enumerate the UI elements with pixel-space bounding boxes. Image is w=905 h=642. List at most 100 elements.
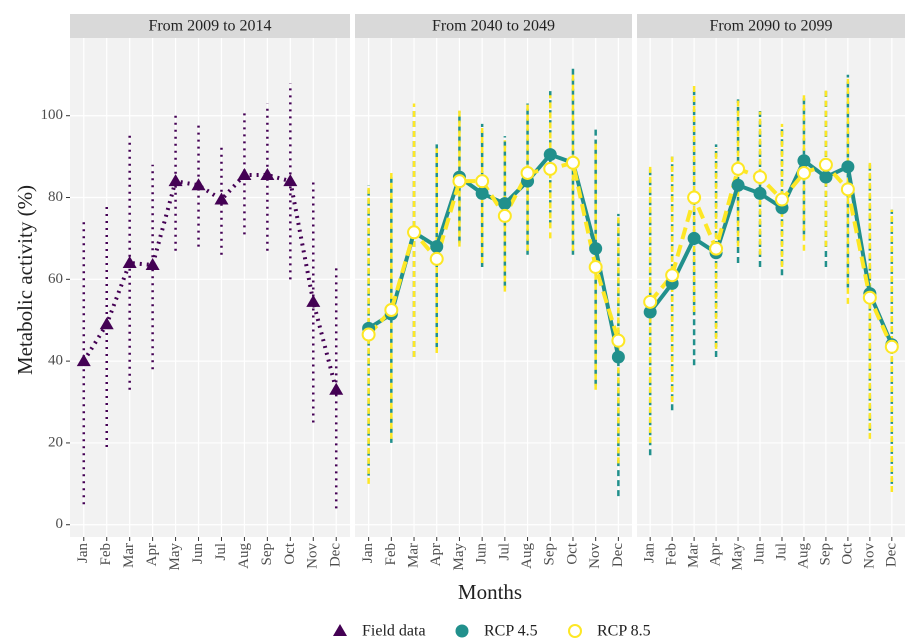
point	[687, 190, 702, 205]
x-tick-label: Jul	[213, 543, 229, 561]
point	[543, 148, 557, 162]
series-line	[648, 162, 894, 348]
point	[475, 174, 490, 189]
point	[260, 168, 275, 181]
point	[774, 192, 789, 207]
point	[753, 170, 768, 185]
point	[283, 174, 298, 187]
y-tick-label: 40	[48, 353, 63, 369]
point	[589, 242, 603, 256]
x-tick-label: Nov	[587, 543, 603, 569]
point	[99, 317, 114, 330]
legend-marker	[455, 624, 469, 638]
point	[145, 258, 160, 271]
point	[214, 192, 229, 205]
x-tick-label: Jul	[773, 543, 789, 561]
x-tick-label: Dec	[883, 543, 899, 567]
panel-background	[637, 38, 905, 537]
x-tick-label: Dec	[328, 543, 344, 567]
point	[76, 354, 91, 367]
strip-title: From 2009 to 2014	[148, 18, 271, 35]
point	[498, 197, 512, 211]
point	[796, 165, 811, 180]
legend-text: RCP 8.5	[597, 623, 651, 640]
strip-title: From 2040 to 2049	[432, 18, 555, 35]
point	[122, 255, 137, 268]
x-tick-label: Mar	[121, 543, 137, 568]
x-tick-label: Oct	[564, 542, 580, 564]
point	[452, 174, 467, 189]
point	[709, 241, 724, 256]
point	[329, 382, 344, 395]
x-tick-label: Aug	[795, 543, 811, 569]
point	[306, 294, 321, 307]
x-tick-label: Jun	[751, 543, 767, 564]
point	[384, 302, 399, 317]
x-tick-label: Apr	[708, 543, 724, 566]
x-tick-label: Jan	[75, 543, 91, 563]
strip-background	[355, 14, 632, 38]
legend-marker	[568, 624, 582, 638]
legend-text: Field data	[362, 623, 426, 640]
point	[818, 157, 833, 172]
point	[237, 168, 252, 181]
point	[731, 161, 746, 176]
panel-background	[355, 38, 632, 537]
x-tick-label: Feb	[98, 543, 114, 566]
point	[497, 208, 512, 223]
x-axis-title: Months	[458, 580, 522, 604]
point	[429, 251, 444, 266]
point	[643, 294, 658, 309]
x-tick-label: Jan	[642, 543, 658, 563]
x-tick-label: Nov	[861, 543, 877, 569]
x-tick-label: Oct	[282, 542, 298, 564]
x-tick-label: Jun	[474, 543, 490, 564]
point	[543, 161, 558, 176]
series-line	[367, 160, 621, 342]
y-axis-title: Metabolic activity (%)	[13, 185, 37, 375]
point	[753, 186, 767, 200]
point	[862, 290, 877, 305]
x-tick-label: Aug	[519, 543, 535, 569]
point	[840, 182, 855, 197]
point	[884, 339, 899, 354]
x-tick-label: Sep	[259, 543, 275, 566]
x-tick-label: Feb	[664, 543, 680, 566]
x-tick-label: Sep	[817, 543, 833, 566]
point	[731, 178, 745, 192]
panel-background	[70, 38, 350, 537]
point	[611, 350, 625, 364]
x-tick-label: Jul	[496, 543, 512, 561]
x-tick-label: May	[451, 543, 467, 571]
point	[665, 268, 680, 283]
strip-title: From 2090 to 2099	[709, 18, 832, 35]
legend-marker	[333, 624, 347, 636]
x-tick-label: Apr	[428, 543, 444, 566]
x-tick-label: Mar	[686, 543, 702, 568]
point	[687, 231, 701, 245]
x-tick-label: Aug	[236, 543, 252, 569]
x-tick-label: Apr	[144, 543, 160, 566]
point	[565, 155, 580, 170]
x-tick-label: Jun	[190, 543, 206, 564]
strip-background	[70, 14, 350, 38]
point	[819, 170, 833, 184]
x-tick-label: Oct	[839, 542, 855, 564]
legend-text: RCP 4.5	[484, 623, 538, 640]
x-tick-label: Jan	[360, 543, 376, 563]
point	[430, 240, 444, 254]
strip-background	[637, 14, 905, 38]
point	[407, 225, 422, 240]
x-tick-label: Mar	[405, 543, 421, 568]
point	[191, 178, 206, 191]
point	[643, 305, 657, 319]
point	[841, 160, 855, 174]
x-tick-label: Feb	[383, 543, 399, 566]
y-tick-label: 100	[41, 107, 64, 123]
x-tick-label: Dec	[610, 543, 626, 567]
point	[588, 260, 603, 275]
point	[520, 165, 535, 180]
x-tick-label: Nov	[305, 543, 321, 569]
x-tick-label: Sep	[542, 543, 558, 566]
x-tick-label: May	[167, 543, 183, 571]
